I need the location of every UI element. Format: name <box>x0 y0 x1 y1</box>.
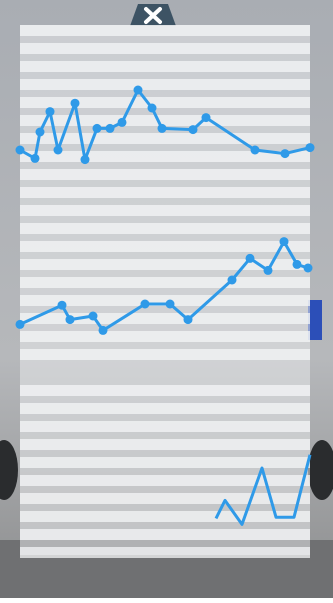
point <box>53 145 63 155</box>
stripe <box>20 475 310 486</box>
point <box>188 125 198 135</box>
stripe <box>20 421 310 432</box>
stripe <box>20 133 310 144</box>
stripe <box>20 61 310 72</box>
point <box>88 311 98 321</box>
stripe <box>20 313 310 324</box>
point <box>15 145 25 155</box>
point <box>57 300 67 310</box>
point <box>292 259 302 269</box>
stripe <box>20 259 310 270</box>
stripe <box>20 511 310 522</box>
point <box>250 145 260 155</box>
point <box>92 123 102 133</box>
stripe <box>20 187 310 198</box>
point <box>35 127 45 137</box>
stripe <box>20 385 310 396</box>
point <box>45 107 55 117</box>
stripe <box>20 403 310 414</box>
point <box>279 237 289 247</box>
point <box>183 315 193 325</box>
point <box>98 325 108 335</box>
point <box>65 315 75 325</box>
point <box>280 149 290 159</box>
stripe <box>20 205 310 216</box>
stripe <box>20 529 310 540</box>
point <box>140 299 150 309</box>
point <box>80 155 90 165</box>
stripe <box>20 115 310 126</box>
point <box>117 117 127 127</box>
stripe <box>20 151 310 162</box>
close-icon[interactable] <box>144 7 162 24</box>
point <box>245 253 255 263</box>
point <box>30 153 40 163</box>
stripe <box>20 25 310 36</box>
stripe <box>20 349 310 360</box>
point <box>165 299 175 309</box>
point <box>201 113 211 123</box>
stripe <box>20 97 310 108</box>
point <box>227 275 237 285</box>
wheel <box>0 440 18 500</box>
point <box>263 265 273 275</box>
stripe <box>20 295 310 306</box>
stripe <box>20 241 310 252</box>
stripe <box>20 223 310 234</box>
point <box>157 123 167 133</box>
stripe <box>20 43 310 54</box>
stripe <box>20 547 310 558</box>
point <box>303 263 313 273</box>
point <box>15 319 25 329</box>
point <box>133 85 143 95</box>
wheel <box>308 440 333 500</box>
stripe <box>20 169 310 180</box>
line <box>214 454 312 526</box>
stripe <box>20 277 310 288</box>
stripe <box>20 457 310 468</box>
stripe <box>20 493 310 504</box>
device-part <box>308 300 322 340</box>
stripe <box>20 439 310 450</box>
stripe <box>20 79 310 90</box>
stripe <box>20 331 310 342</box>
point <box>105 123 115 133</box>
point <box>70 98 80 108</box>
point <box>147 103 157 113</box>
point <box>305 143 315 153</box>
